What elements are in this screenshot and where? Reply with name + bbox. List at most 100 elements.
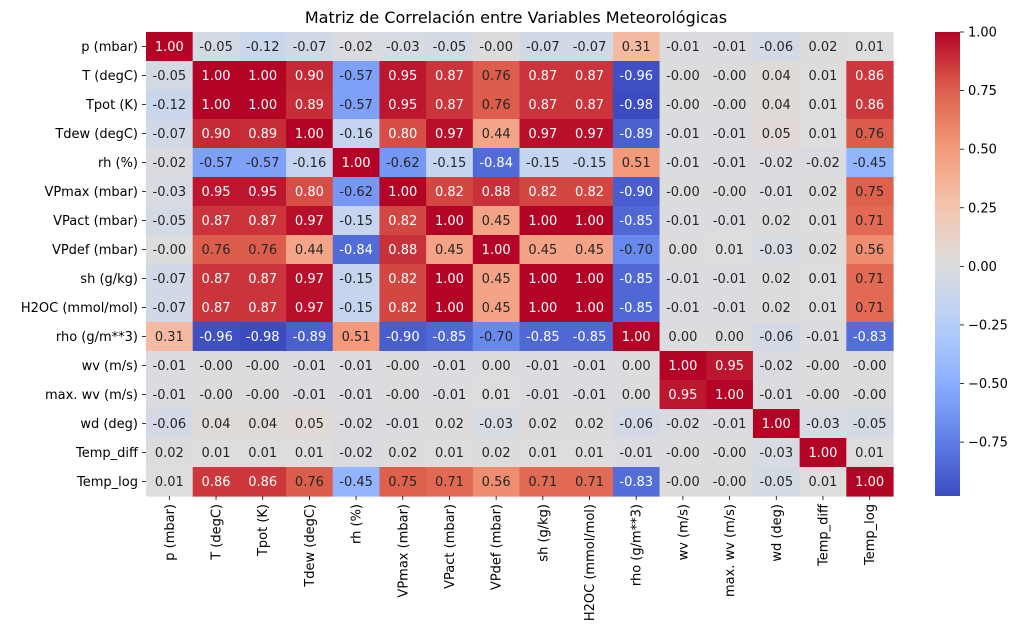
heatmap-cell bbox=[659, 32, 707, 62]
heatmap-cell bbox=[332, 119, 381, 149]
x-tick-label: VPact (mbar) bbox=[443, 504, 458, 589]
chart-title: Matriz de Correlación entre Variables Me… bbox=[305, 8, 727, 27]
cell-value-label: 0.76 bbox=[295, 475, 324, 490]
x-tick-label: wv (m/s) bbox=[676, 504, 691, 560]
heatmap-cell bbox=[146, 467, 194, 497]
cell-value-label: 1.00 bbox=[295, 127, 324, 142]
heatmap-cell bbox=[239, 351, 287, 381]
heatmap-cell bbox=[146, 32, 194, 62]
cell-value-label: -0.01 bbox=[666, 127, 700, 142]
cell-value-label: -0.70 bbox=[619, 243, 653, 258]
colorbar-tick-label: 0.00 bbox=[968, 260, 997, 275]
heatmap-cell bbox=[659, 148, 707, 178]
heatmap-cell bbox=[846, 438, 894, 468]
heatmap-cell bbox=[192, 206, 240, 236]
cell-value-label: 1.00 bbox=[808, 446, 837, 461]
cell-value-label: 0.45 bbox=[482, 301, 511, 316]
heatmap-cell bbox=[799, 32, 847, 62]
heatmap-cell bbox=[706, 32, 754, 62]
cell-value-label: 0.82 bbox=[388, 301, 417, 316]
heatmap-cell bbox=[752, 148, 801, 178]
heatmap-cell bbox=[566, 409, 614, 439]
cell-value-label: -0.01 bbox=[666, 301, 700, 316]
cell-value-label: 0.01 bbox=[808, 301, 837, 316]
heatmap-cell bbox=[286, 409, 334, 439]
cell-value-label: -0.89 bbox=[293, 330, 327, 345]
cell-value-label: 0.95 bbox=[388, 69, 417, 84]
heatmap-cell bbox=[846, 293, 894, 323]
cell-value-label: -0.02 bbox=[339, 446, 373, 461]
cell-value-label: -0.01 bbox=[713, 417, 747, 432]
heatmap-cell bbox=[846, 148, 894, 178]
cell-value-label: 0.87 bbox=[575, 98, 604, 113]
y-tick-label: rh (%) bbox=[98, 156, 138, 171]
cell-value-label: 0.76 bbox=[855, 127, 884, 142]
cell-value-label: 0.95 bbox=[248, 185, 277, 200]
x-tick-label: H2OC (mmol/mol) bbox=[583, 504, 598, 621]
heatmap-cell bbox=[566, 380, 614, 410]
cell-value-label: 0.97 bbox=[295, 301, 324, 316]
heatmap-cell bbox=[192, 380, 240, 410]
cell-value-label: 1.00 bbox=[528, 214, 557, 229]
cell-value-label: -0.01 bbox=[759, 388, 793, 403]
heatmap-cell bbox=[426, 32, 474, 62]
heatmap-cell bbox=[846, 119, 894, 149]
cell-value-label: 0.71 bbox=[575, 475, 604, 490]
heatmap-cell bbox=[286, 90, 334, 120]
cell-value-label: 1.00 bbox=[388, 185, 417, 200]
heatmap-cell bbox=[752, 235, 801, 265]
cell-value-label: 0.95 bbox=[202, 185, 231, 200]
heatmap-cell bbox=[846, 90, 894, 120]
cell-value-label: -0.15 bbox=[339, 214, 373, 229]
heatmap-cell bbox=[846, 351, 894, 381]
cell-value-label: 0.02 bbox=[528, 417, 557, 432]
heatmap-cell bbox=[799, 90, 847, 120]
heatmap-cell bbox=[239, 438, 287, 468]
cell-value-label: -0.01 bbox=[806, 330, 840, 345]
cell-value-label: 0.82 bbox=[528, 185, 557, 200]
heatmap-cell bbox=[846, 467, 894, 497]
cell-value-label: -0.00 bbox=[246, 359, 280, 374]
cell-value-label: 0.76 bbox=[202, 243, 231, 258]
cell-value-label: 0.01 bbox=[808, 272, 837, 287]
y-tick-label: wv (m/s) bbox=[82, 359, 138, 374]
heatmap-cell bbox=[519, 264, 567, 294]
y-tick-label: max. wv (m/s) bbox=[45, 388, 138, 403]
cell-value-label: 0.51 bbox=[622, 156, 651, 171]
heatmap-cell bbox=[752, 206, 801, 236]
heatmap-cell bbox=[799, 380, 847, 410]
cell-value-label: 0.82 bbox=[388, 272, 417, 287]
heatmap-cell bbox=[612, 32, 661, 62]
heatmap-cell bbox=[472, 32, 521, 62]
cell-value-label: 0.02 bbox=[435, 417, 464, 432]
cell-value-label: 0.00 bbox=[715, 330, 744, 345]
heatmap-cell bbox=[146, 322, 194, 352]
heatmap-cell bbox=[239, 90, 287, 120]
x-tick-label: rho (g/m**3) bbox=[630, 504, 645, 586]
heatmap-cell bbox=[192, 90, 240, 120]
cell-value-label: -0.57 bbox=[246, 156, 280, 171]
cell-value-label: 0.95 bbox=[388, 98, 417, 113]
y-tick-label: H2OC (mmol/mol) bbox=[21, 301, 138, 316]
cell-value-label: -0.84 bbox=[479, 156, 513, 171]
cell-value-label: -0.00 bbox=[666, 69, 700, 84]
cell-value-label: -0.03 bbox=[386, 40, 420, 55]
heatmap-cell bbox=[846, 61, 894, 91]
heatmap-cell bbox=[612, 380, 661, 410]
heatmap-cell bbox=[286, 264, 334, 294]
cell-value-label: 1.00 bbox=[575, 301, 604, 316]
heatmap-cell bbox=[706, 206, 754, 236]
heatmap-cell bbox=[379, 119, 427, 149]
heatmap-cell bbox=[706, 438, 754, 468]
heatmap-cell bbox=[752, 380, 801, 410]
cell-value-label: -0.01 bbox=[713, 156, 747, 171]
heatmap-cell bbox=[286, 380, 334, 410]
cell-value-label: 0.88 bbox=[482, 185, 511, 200]
heatmap-cell bbox=[566, 206, 614, 236]
cell-value-label: -0.01 bbox=[386, 417, 420, 432]
cell-value-label: 0.45 bbox=[482, 272, 511, 287]
cell-value-label: -0.02 bbox=[806, 156, 840, 171]
x-tick-label: VPmax (mbar) bbox=[396, 504, 411, 598]
cell-value-label: -0.02 bbox=[759, 156, 793, 171]
cell-value-label: -0.01 bbox=[573, 359, 607, 374]
